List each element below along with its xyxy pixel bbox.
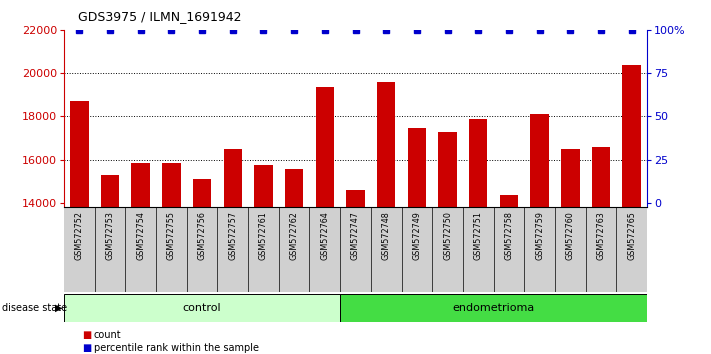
Bar bbox=[592, 147, 610, 207]
Bar bbox=[70, 101, 89, 207]
Bar bbox=[101, 175, 119, 207]
Text: GSM572765: GSM572765 bbox=[627, 211, 636, 260]
Bar bbox=[346, 190, 365, 207]
Text: GSM572759: GSM572759 bbox=[535, 211, 544, 260]
Text: GSM572748: GSM572748 bbox=[382, 211, 390, 260]
Bar bbox=[340, 294, 647, 322]
Text: GSM572752: GSM572752 bbox=[75, 211, 84, 260]
Text: disease state: disease state bbox=[2, 303, 68, 313]
Bar bbox=[530, 114, 549, 207]
Text: GSM572761: GSM572761 bbox=[259, 211, 268, 260]
Bar bbox=[132, 163, 150, 207]
Text: GSM572749: GSM572749 bbox=[412, 211, 422, 260]
Bar bbox=[500, 195, 518, 207]
Text: ■: ■ bbox=[82, 343, 91, 353]
Text: GDS3975 / ILMN_1691942: GDS3975 / ILMN_1691942 bbox=[78, 10, 242, 23]
Text: ▶: ▶ bbox=[55, 303, 63, 313]
Bar bbox=[407, 128, 426, 207]
Bar bbox=[255, 165, 272, 207]
Bar bbox=[561, 149, 579, 207]
Text: count: count bbox=[94, 330, 122, 339]
Text: ■: ■ bbox=[82, 330, 91, 339]
Bar bbox=[622, 65, 641, 207]
Text: GSM572747: GSM572747 bbox=[351, 211, 360, 260]
Text: GSM572751: GSM572751 bbox=[474, 211, 483, 260]
Text: GSM572764: GSM572764 bbox=[321, 211, 329, 260]
Bar bbox=[316, 87, 334, 207]
Bar bbox=[193, 179, 211, 207]
Text: GSM572750: GSM572750 bbox=[443, 211, 452, 260]
Bar bbox=[162, 163, 181, 207]
Text: GSM572762: GSM572762 bbox=[289, 211, 299, 260]
Text: GSM572758: GSM572758 bbox=[504, 211, 513, 260]
Text: GSM572754: GSM572754 bbox=[137, 211, 145, 260]
Bar bbox=[285, 169, 304, 207]
Text: control: control bbox=[183, 303, 221, 313]
Text: GSM572753: GSM572753 bbox=[105, 211, 114, 260]
Bar bbox=[439, 132, 456, 207]
Bar bbox=[64, 294, 340, 322]
Bar bbox=[469, 119, 488, 207]
Text: GSM572755: GSM572755 bbox=[167, 211, 176, 260]
Bar bbox=[377, 82, 395, 207]
Bar bbox=[223, 149, 242, 207]
Text: GSM572760: GSM572760 bbox=[566, 211, 574, 260]
Text: GSM572756: GSM572756 bbox=[198, 211, 207, 260]
Text: GSM572763: GSM572763 bbox=[597, 211, 606, 260]
Text: percentile rank within the sample: percentile rank within the sample bbox=[94, 343, 259, 353]
Text: endometrioma: endometrioma bbox=[452, 303, 535, 313]
Text: GSM572757: GSM572757 bbox=[228, 211, 237, 260]
